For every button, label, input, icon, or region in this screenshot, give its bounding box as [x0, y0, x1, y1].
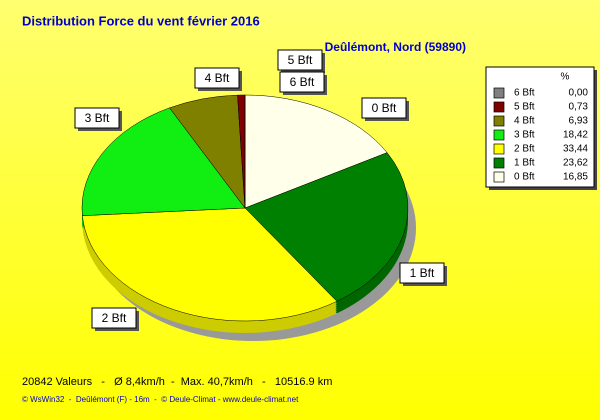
legend-box — [485, 66, 595, 188]
label-box — [361, 97, 407, 119]
slice — [81, 107, 246, 216]
footer: 20842 Valeurs - Ø 8,4km/h - Max. 40,7km/… — [22, 376, 332, 388]
legend-value: 6,93 — [569, 116, 589, 127]
label-box — [399, 262, 445, 284]
slice-labels: 0 Bft 1 Bft 2 Bft 3 Bft 4 Bft 5 Bft 6 Bft — [74, 49, 447, 331]
slice-label: 1 Bft — [410, 266, 435, 280]
chart-title: Distribution Force du vent février 2016 — [22, 13, 260, 28]
chart-subtitle: Deûlémont, Nord (59890) — [325, 40, 466, 54]
label-box — [279, 71, 325, 93]
legend-swatch — [493, 143, 505, 155]
legend: % 6 Bft 0,00 5 Bft 0,73 4 Bft 6,93 3 Bft 18,42 2… — [485, 66, 597, 190]
label-box — [91, 307, 137, 329]
legend-value: 18,42 — [563, 130, 588, 141]
legend-label: 4 Bft — [514, 116, 535, 127]
slice-label: 0 Bft — [372, 101, 397, 115]
slice-label: 6 Bft — [290, 75, 315, 89]
label-box — [74, 107, 120, 129]
legend-value: 16,85 — [563, 172, 588, 183]
slice-label: 5 Bft — [288, 53, 313, 67]
legend-swatch — [493, 115, 505, 127]
credit: © WsWin32 - Deûlémont (F) - 16m - © Deul… — [22, 395, 299, 404]
pie — [81, 94, 416, 341]
label-box — [277, 49, 323, 71]
legend-swatch — [493, 129, 505, 141]
slice-label: 3 Bft — [85, 111, 110, 125]
legend-swatch — [493, 101, 505, 113]
legend-value: 0,73 — [569, 102, 589, 113]
legend-title: % — [561, 72, 570, 83]
slice-label: 2 Bft — [102, 311, 127, 325]
legend-swatch — [493, 171, 505, 183]
legend-value: 23,62 — [563, 158, 588, 169]
legend-swatch — [493, 157, 505, 169]
legend-value: 33,44 — [563, 144, 588, 155]
slice-label: 4 Bft — [205, 71, 230, 85]
legend-swatch — [493, 87, 505, 99]
slice — [244, 94, 388, 209]
slice — [82, 207, 338, 322]
legend-label: 1 Bft — [514, 158, 535, 169]
legend-value: 0,00 — [569, 88, 589, 99]
legend-label: 3 Bft — [514, 130, 535, 141]
legend-label: 0 Bft — [514, 172, 535, 183]
legend-label: 2 Bft — [514, 144, 535, 155]
legend-label: 5 Bft — [514, 102, 535, 113]
label-box — [194, 67, 240, 89]
slice — [244, 152, 409, 302]
legend-label: 6 Bft — [514, 88, 535, 99]
